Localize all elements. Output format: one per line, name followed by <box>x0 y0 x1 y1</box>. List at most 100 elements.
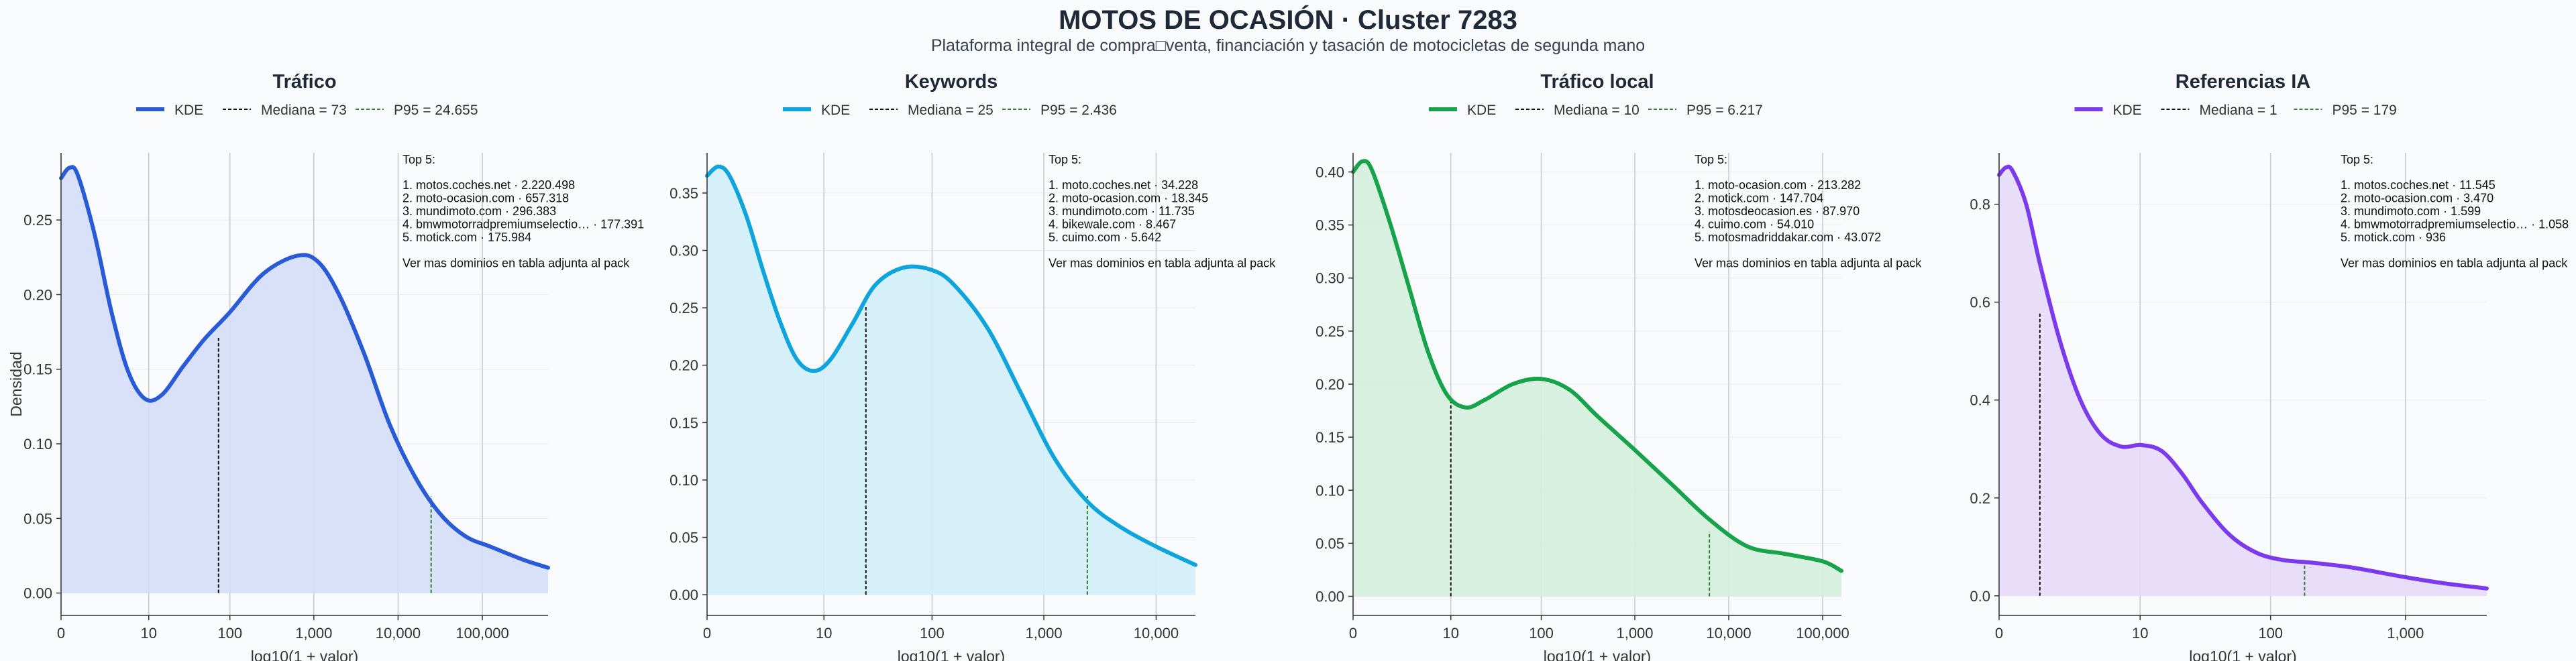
panel-3-y-tick-label: 0.35 <box>1316 217 1344 234</box>
panel-2-top5-item: 5. cuimo.com · 5.642 <box>1049 231 1161 244</box>
panel-1-title: Tráfico <box>272 71 336 93</box>
panel-2-top5-header: Top 5: <box>1049 153 1081 166</box>
panel-3-x-tick-label: 100 <box>1529 625 1554 642</box>
panel-4-x-tick-label: 0 <box>1995 625 2003 642</box>
panel-3-top5-item: 3. motosdeocasion.es · 87.970 <box>1695 204 1860 218</box>
panel-3-x-tick-label: 1,000 <box>1616 625 1653 642</box>
figure-subtitle: Plataforma integral de compra□venta, fin… <box>930 36 1646 55</box>
figure-title: MOTOS DE OCASIÓN · Cluster 7283 <box>1059 5 1517 35</box>
panel-2-top5-item: 4. bikewale.com · 8.467 <box>1049 218 1176 231</box>
panel-2-y-tick-label: 0.35 <box>669 185 698 202</box>
panel-1-top5-footer: Ver mas dominios en tabla adjunta al pac… <box>402 257 630 270</box>
panel-3-kde-line <box>1351 159 1843 573</box>
panel-1-x-tick-label: 0 <box>57 625 65 642</box>
panel-1-y-axis-label: Densidad <box>7 351 25 416</box>
panel-1-y-tick-label: 0.15 <box>23 361 52 378</box>
panel-2-legend-median-label: Mediana = 25 <box>908 103 994 118</box>
panel-1-x-tick-label: 100 <box>217 625 242 642</box>
panel-3-top5-item: 1. moto-ocasion.com · 213.282 <box>1695 178 1861 192</box>
panel-1-top5-header: Top 5: <box>402 153 435 166</box>
panel-4-x-tick-label: 1,000 <box>2387 625 2424 642</box>
panel-3-y-tick-label: 0.30 <box>1316 270 1344 287</box>
panel-4-top5-footer: Ver mas dominios en tabla adjunta al pac… <box>2341 257 2568 270</box>
panel-4-legend-median-label: Mediana = 1 <box>2200 103 2277 118</box>
panel-3-x-tick-label: 10 <box>1442 625 1458 642</box>
panel-1-top5-item: 2. moto-ocasion.com · 657.318 <box>402 192 569 205</box>
panel-4-title: Referencias IA <box>2176 71 2311 93</box>
panel-1-legend-median-label: Mediana = 73 <box>261 103 347 118</box>
panel-3-y-tick-label: 0.40 <box>1316 164 1344 180</box>
panel-2-x-tick-label: 10,000 <box>1134 625 1179 642</box>
panel-1-top5-item: 1. motos.coches.net · 2.220.498 <box>402 178 575 192</box>
panel-3-y-tick-label: 0.00 <box>1316 589 1344 605</box>
panel-3-top5-item: 4. cuimo.com · 54.010 <box>1695 218 1814 231</box>
panel-3-legend-median-label: Mediana = 10 <box>1554 103 1640 118</box>
panel-4-top5-header: Top 5: <box>2341 153 2373 166</box>
panel-4-top5-item: 2. moto-ocasion.com · 3.470 <box>2341 192 2493 205</box>
panel-4-y-tick-label: 0.6 <box>1970 294 1990 311</box>
panel-1-legend-p95-label: P95 = 24.655 <box>394 103 478 118</box>
panel-3-legend-kde-label: KDE <box>1467 103 1496 118</box>
panel-4-y-tick-label: 0.0 <box>1970 588 1990 605</box>
panel-4-top5-item: 3. mundimoto.com · 1.599 <box>2341 204 2481 218</box>
panel-4-y-tick-label: 0.2 <box>1970 490 1990 507</box>
panel-1-y-tick-label: 0.20 <box>23 286 52 303</box>
panel-3-kde-area <box>1353 161 1841 597</box>
panel-3-y-tick-label: 0.20 <box>1316 376 1344 393</box>
panel-2-x-tick-label: 0 <box>703 625 711 642</box>
panel-3-title: Tráfico local <box>1540 71 1654 93</box>
panel-4-x-tick-label: 10 <box>2132 625 2148 642</box>
panel-1-x-axis-label: log10(1 + valor) <box>251 648 358 661</box>
panel-4-y-tick-label: 0.4 <box>1970 392 1990 409</box>
panel-4-top5-item: 1. motos.coches.net · 11.545 <box>2341 178 2496 192</box>
panel-1-y-tick-label: 0.00 <box>23 585 52 602</box>
panel-3-legend-p95-label: P95 = 6.217 <box>1686 103 1763 118</box>
panel-3-y-tick-label: 0.25 <box>1316 323 1344 340</box>
panel-3-top5-item: 5. motosmadriddakar.com · 43.072 <box>1695 231 1881 244</box>
panel-1-y-tick-label: 0.05 <box>23 510 52 527</box>
panel-4-top5-item: 5. motick.com · 936 <box>2341 231 2446 244</box>
panel-1-top5-item: 5. motick.com · 175.984 <box>402 231 531 244</box>
panel-2-y-tick-label: 0.25 <box>669 300 698 316</box>
panel-2-y-tick-label: 0.15 <box>669 414 698 431</box>
panel-3-top5-footer: Ver mas dominios en tabla adjunta al pac… <box>1695 257 1922 270</box>
panel-1-top5-item: 4. bmwmotorradpremiumselectio… · 177.391 <box>402 218 644 231</box>
panel-3-y-tick-label: 0.10 <box>1316 482 1344 499</box>
panel-4-kde-area <box>1999 166 2487 596</box>
panel-2-kde-line <box>705 164 1197 567</box>
panel-3-x-axis-label: log10(1 + valor) <box>1544 648 1651 661</box>
panel-2-x-tick-label: 100 <box>920 625 945 642</box>
panel-2-y-tick-label: 0.00 <box>669 587 698 603</box>
panel-1-y-tick-label: 0.25 <box>23 212 52 229</box>
panel-4-x-tick-label: 100 <box>2258 625 2283 642</box>
panel-1-x-tick-label: 10,000 <box>376 625 421 642</box>
panel-4-x-axis-label: log10(1 + valor) <box>2189 648 2296 661</box>
panel-2-legend-kde-label: KDE <box>821 103 850 118</box>
panel-2-top5-footer: Ver mas dominios en tabla adjunta al pac… <box>1049 257 1276 270</box>
panel-2-top5-item: 3. mundimoto.com · 11.735 <box>1049 204 1195 218</box>
panel-2-y-tick-label: 0.20 <box>669 357 698 374</box>
panel-2-legend-p95-label: P95 = 2.436 <box>1040 103 1117 118</box>
panel-2-y-tick-label: 0.10 <box>669 472 698 489</box>
panel-3-x-tick-label: 100,000 <box>1796 625 1849 642</box>
panel-4-legend-kde-label: KDE <box>2113 103 2142 118</box>
panel-1-top5-item: 3. mundimoto.com · 296.383 <box>402 204 556 218</box>
panel-2-y-tick-label: 0.05 <box>669 530 698 546</box>
panel-3-top5-header: Top 5: <box>1695 153 1727 166</box>
panel-3-y-tick-label: 0.15 <box>1316 429 1344 446</box>
panel-3-top5-item: 2. motick.com · 147.704 <box>1695 192 1823 205</box>
panel-4-top5-item: 4. bmwmotorradpremiumselectio… · 1.058 <box>2341 218 2569 231</box>
panel-2-y-tick-label: 0.30 <box>669 243 698 259</box>
panel-1-x-tick-label: 1,000 <box>295 625 332 642</box>
panel-1-kde-area <box>61 167 548 593</box>
panel-1-x-tick-label: 100,000 <box>455 625 509 642</box>
panel-4-kde-line <box>1997 164 2489 591</box>
panel-2-x-tick-label: 1,000 <box>1026 625 1063 642</box>
panel-4-legend-p95-label: P95 = 179 <box>2332 103 2397 118</box>
panel-1-legend-kde-label: KDE <box>174 103 203 118</box>
panel-3-x-tick-label: 10,000 <box>1706 625 1751 642</box>
panel-1-kde-line <box>59 165 550 570</box>
panel-3-y-tick-label: 0.05 <box>1316 535 1344 552</box>
panel-1-x-tick-label: 10 <box>141 625 157 642</box>
